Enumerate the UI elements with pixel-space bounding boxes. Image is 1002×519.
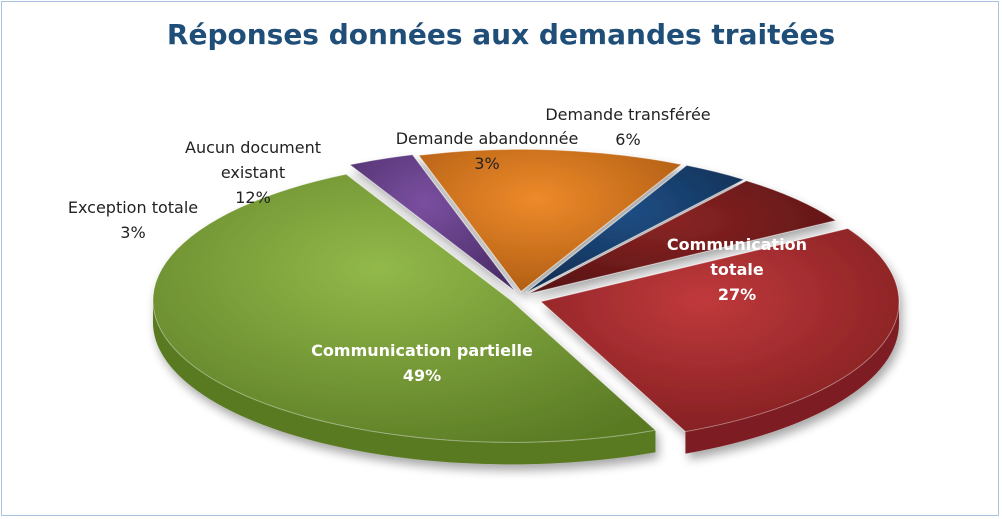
- slice-value-label: 12%: [235, 188, 271, 207]
- pie-slice-side: [152, 300, 656, 465]
- slice-label: existant: [221, 163, 285, 182]
- slice-label: Aucun document: [185, 138, 321, 157]
- slice-label: Communication: [667, 235, 807, 254]
- slice-value-label: 3%: [474, 154, 499, 173]
- pie-slice: [348, 154, 516, 292]
- slice-value-label: 3%: [120, 223, 145, 242]
- slice-value-label: 27%: [718, 285, 756, 304]
- slice-value-label: 6%: [615, 130, 640, 149]
- pie-slice: [528, 180, 838, 295]
- slice-label: Demande abandonnée: [396, 129, 579, 148]
- slice-label: totale: [710, 260, 764, 279]
- slice-label: Demande transférée: [545, 105, 710, 124]
- slice-label: Communication partielle: [311, 341, 533, 360]
- pie-slice: [539, 227, 900, 433]
- pie-slice-side: [685, 301, 899, 454]
- slice-label: Exception totale: [68, 198, 198, 217]
- pie-slice: [417, 148, 683, 293]
- pie-slice: [526, 164, 746, 293]
- chart-title: Réponses données aux demandes traitées: [166, 18, 836, 51]
- pie-slice: [152, 173, 657, 443]
- slice-value-label: 49%: [403, 366, 441, 385]
